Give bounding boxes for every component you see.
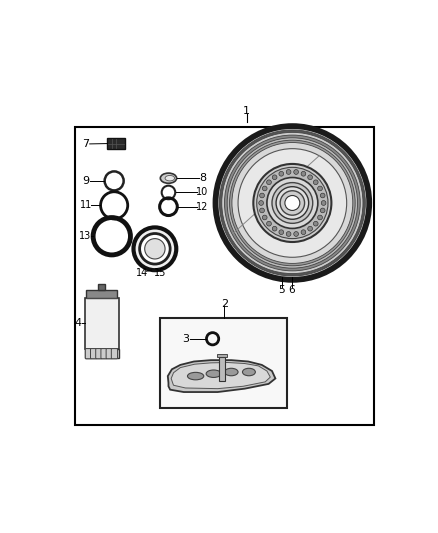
Circle shape (257, 167, 328, 239)
Text: 11: 11 (80, 200, 92, 211)
Ellipse shape (187, 373, 204, 380)
Ellipse shape (206, 370, 221, 377)
FancyBboxPatch shape (85, 349, 92, 359)
Circle shape (320, 208, 325, 213)
Circle shape (286, 169, 291, 174)
Circle shape (294, 169, 299, 174)
Circle shape (318, 215, 322, 220)
Text: 4: 4 (74, 319, 81, 328)
Circle shape (219, 129, 366, 277)
Ellipse shape (243, 368, 255, 376)
Circle shape (230, 140, 355, 266)
Circle shape (318, 186, 322, 191)
Circle shape (279, 172, 284, 176)
Circle shape (320, 193, 325, 198)
Circle shape (267, 180, 272, 184)
Circle shape (232, 142, 353, 263)
Circle shape (145, 239, 165, 259)
Text: 7: 7 (82, 139, 89, 149)
Circle shape (225, 135, 360, 271)
Circle shape (267, 221, 272, 226)
Polygon shape (168, 360, 276, 392)
Text: 2: 2 (221, 299, 228, 309)
Circle shape (262, 186, 267, 191)
Text: 15: 15 (154, 268, 166, 278)
Circle shape (301, 230, 306, 235)
FancyBboxPatch shape (111, 349, 117, 359)
Circle shape (272, 227, 277, 231)
Ellipse shape (225, 368, 238, 376)
Circle shape (272, 183, 313, 223)
Bar (217, 354, 227, 358)
Text: 3: 3 (182, 334, 189, 344)
Circle shape (238, 149, 347, 257)
Bar (75, 127, 374, 425)
Circle shape (286, 232, 291, 236)
Circle shape (313, 180, 318, 184)
Circle shape (267, 177, 318, 229)
Bar (85, 349, 119, 358)
Bar (98, 284, 105, 289)
Circle shape (260, 193, 265, 198)
Circle shape (321, 200, 326, 205)
Circle shape (272, 175, 277, 180)
Circle shape (227, 138, 357, 268)
Circle shape (219, 130, 365, 276)
Circle shape (285, 196, 300, 211)
Circle shape (253, 164, 332, 242)
Text: 1: 1 (243, 106, 250, 116)
Circle shape (294, 232, 299, 236)
Text: 5: 5 (278, 285, 285, 295)
Polygon shape (171, 362, 270, 389)
Ellipse shape (165, 175, 175, 181)
Text: 13: 13 (78, 231, 91, 241)
Text: 6: 6 (288, 285, 295, 295)
FancyBboxPatch shape (96, 349, 102, 359)
Circle shape (280, 191, 304, 215)
Circle shape (301, 172, 306, 176)
Bar (107, 139, 125, 149)
Bar (160, 318, 287, 408)
Circle shape (222, 132, 363, 273)
Circle shape (262, 215, 267, 220)
Bar (219, 358, 225, 381)
Circle shape (308, 175, 312, 180)
Text: 9: 9 (82, 176, 89, 186)
Text: 10: 10 (196, 188, 208, 197)
FancyBboxPatch shape (101, 349, 107, 359)
Circle shape (134, 228, 176, 270)
Circle shape (279, 230, 284, 235)
Circle shape (313, 221, 318, 226)
FancyBboxPatch shape (91, 349, 97, 359)
Circle shape (308, 227, 312, 231)
Bar (86, 289, 117, 298)
Circle shape (260, 208, 265, 213)
Text: 8: 8 (199, 173, 206, 183)
Bar (85, 298, 119, 349)
FancyBboxPatch shape (106, 349, 112, 359)
Circle shape (259, 200, 264, 205)
Text: 12: 12 (196, 201, 208, 212)
Ellipse shape (160, 173, 177, 183)
Circle shape (212, 123, 372, 282)
Circle shape (276, 187, 309, 219)
Text: 14: 14 (136, 268, 148, 278)
Circle shape (140, 233, 170, 264)
